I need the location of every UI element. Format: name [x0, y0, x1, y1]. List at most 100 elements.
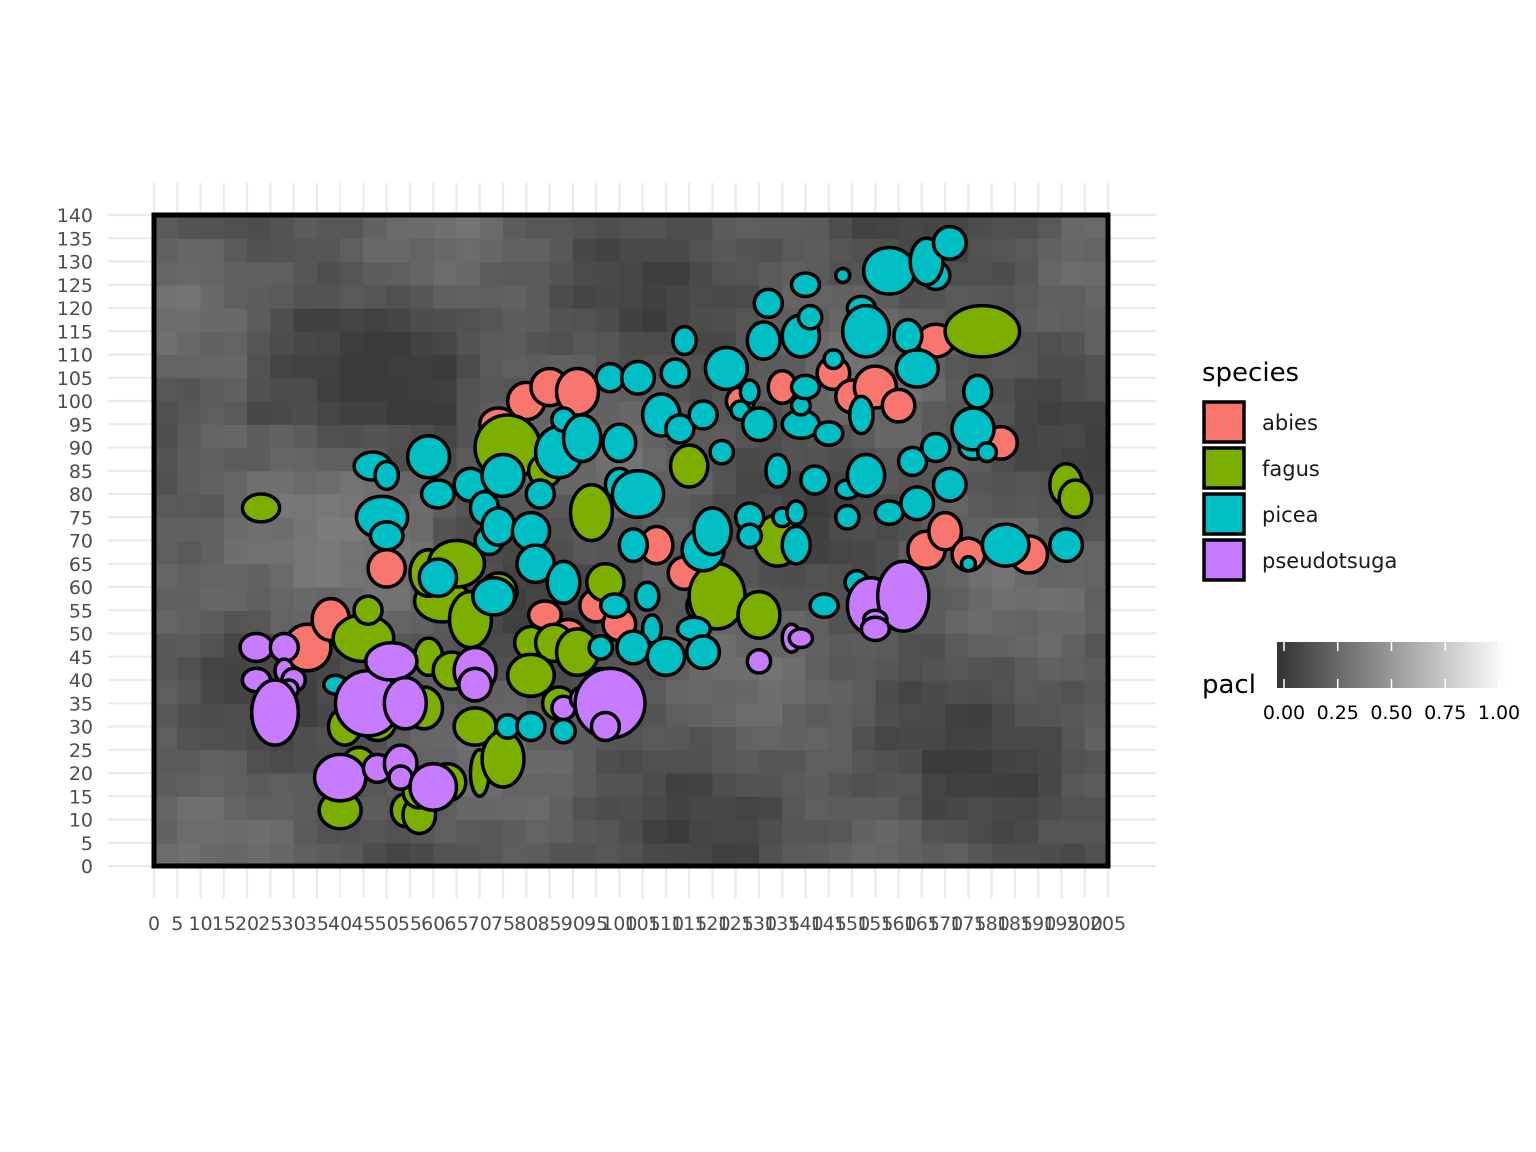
- raster-cell: [247, 796, 271, 821]
- raster-cell: [200, 494, 225, 518]
- raster-cell: [852, 749, 876, 774]
- point-picea: [594, 362, 626, 394]
- raster-cell: [921, 796, 946, 821]
- raster-cell: [200, 749, 225, 774]
- y-tick-label: 5: [81, 833, 93, 855]
- raster-cell: [991, 587, 1016, 611]
- raster-cell: [805, 563, 830, 588]
- raster-cell: [968, 354, 993, 379]
- legend-label: pseudotsuga: [1262, 549, 1397, 573]
- raster-cell: [549, 540, 574, 565]
- legend-label: fagus: [1262, 457, 1320, 481]
- y-tick-label: 95: [69, 414, 93, 436]
- raster-cell: [456, 842, 481, 867]
- raster-cell: [828, 842, 853, 867]
- raster-cell: [293, 447, 318, 472]
- raster-cell: [968, 284, 993, 309]
- raster-cell: [991, 610, 1016, 635]
- raster-cell: [247, 354, 271, 379]
- raster-cell: [852, 819, 876, 844]
- raster-cell: [572, 261, 597, 286]
- raster-cell: [200, 377, 225, 402]
- raster-cell: [223, 284, 248, 309]
- raster-cell: [363, 215, 388, 239]
- raster-cell: [340, 377, 365, 402]
- raster-cell: [200, 424, 225, 449]
- raster-cell: [154, 354, 178, 379]
- raster-cell: [1038, 401, 1063, 425]
- raster-cell: [200, 796, 225, 821]
- colorbar-tick-label: 0.75: [1424, 702, 1466, 724]
- raster-cell: [596, 261, 620, 286]
- raster-cell: [665, 261, 690, 286]
- raster-cell: [712, 842, 737, 867]
- raster-cell: [1084, 563, 1109, 588]
- raster-cell: [712, 680, 737, 704]
- raster-cell: [340, 215, 365, 239]
- raster-cell: [689, 308, 714, 332]
- raster-cell: [1014, 331, 1039, 356]
- point-picea: [671, 324, 698, 357]
- point-picea: [785, 499, 808, 526]
- raster-cell: [1061, 656, 1086, 681]
- raster-cell: [665, 842, 690, 867]
- raster-cell: [642, 331, 667, 356]
- raster-cell: [177, 656, 202, 681]
- raster-cell: [316, 284, 341, 309]
- y-tick-label: 40: [69, 670, 93, 692]
- point-picea: [587, 634, 615, 661]
- raster-cell: [665, 819, 690, 844]
- raster-cell: [223, 470, 248, 495]
- raster-cell: [665, 796, 690, 821]
- raster-cell: [526, 284, 551, 309]
- point-picea: [373, 459, 401, 492]
- point-fagus: [1057, 478, 1094, 519]
- y-tick-label: 30: [69, 717, 93, 739]
- raster-cell: [689, 680, 714, 704]
- raster-cell: [293, 517, 318, 542]
- point-picea: [545, 559, 582, 606]
- raster-cell: [968, 796, 993, 821]
- raster-cell: [712, 773, 737, 797]
- raster-cell: [1061, 680, 1086, 704]
- raster-cell: [456, 354, 481, 379]
- y-tick-label: 85: [69, 461, 93, 483]
- raster-cell: [642, 726, 667, 751]
- raster-cell: [247, 587, 271, 611]
- point-picea: [615, 629, 652, 666]
- x-axis-ticks: 0 5 10 15 20 25 30 35 40 45 50 55 60 65 70 75 80 85 90 9510…: [148, 913, 1126, 935]
- raster-cell: [340, 563, 365, 588]
- raster-cell: [200, 470, 225, 495]
- raster-cell: [689, 261, 714, 286]
- raster-cell: [316, 215, 341, 239]
- raster-cell: [596, 842, 620, 867]
- raster-cell: [828, 796, 853, 821]
- raster-cell: [247, 470, 271, 495]
- point-fagus: [480, 729, 526, 789]
- raster-cell: [665, 494, 690, 518]
- raster-cell: [875, 842, 900, 867]
- colorbar-tick-label: 0.00: [1263, 702, 1305, 724]
- raster-cell: [945, 633, 969, 658]
- raster-cell: [177, 470, 202, 495]
- raster-cell: [712, 470, 737, 495]
- point-picea: [703, 345, 750, 392]
- legend-key: [1202, 446, 1246, 490]
- raster-cell: [1084, 284, 1109, 309]
- raster-cell: [758, 726, 783, 751]
- raster-cell: [247, 377, 271, 402]
- raster-cell: [386, 308, 411, 332]
- raster-cell: [503, 238, 527, 263]
- x-tick-label: 75: [491, 913, 515, 935]
- raster-cell: [247, 238, 271, 263]
- y-tick-label: 90: [69, 438, 93, 460]
- raster-cell: [433, 517, 458, 542]
- raster-cell: [154, 424, 178, 449]
- raster-cell: [805, 796, 830, 821]
- raster-cell: [968, 703, 993, 728]
- raster-cell: [665, 284, 690, 309]
- raster-cell: [828, 238, 853, 263]
- raster-cell: [316, 401, 341, 425]
- y-tick-label: 15: [69, 786, 93, 808]
- point-pseudotsuga: [875, 559, 931, 633]
